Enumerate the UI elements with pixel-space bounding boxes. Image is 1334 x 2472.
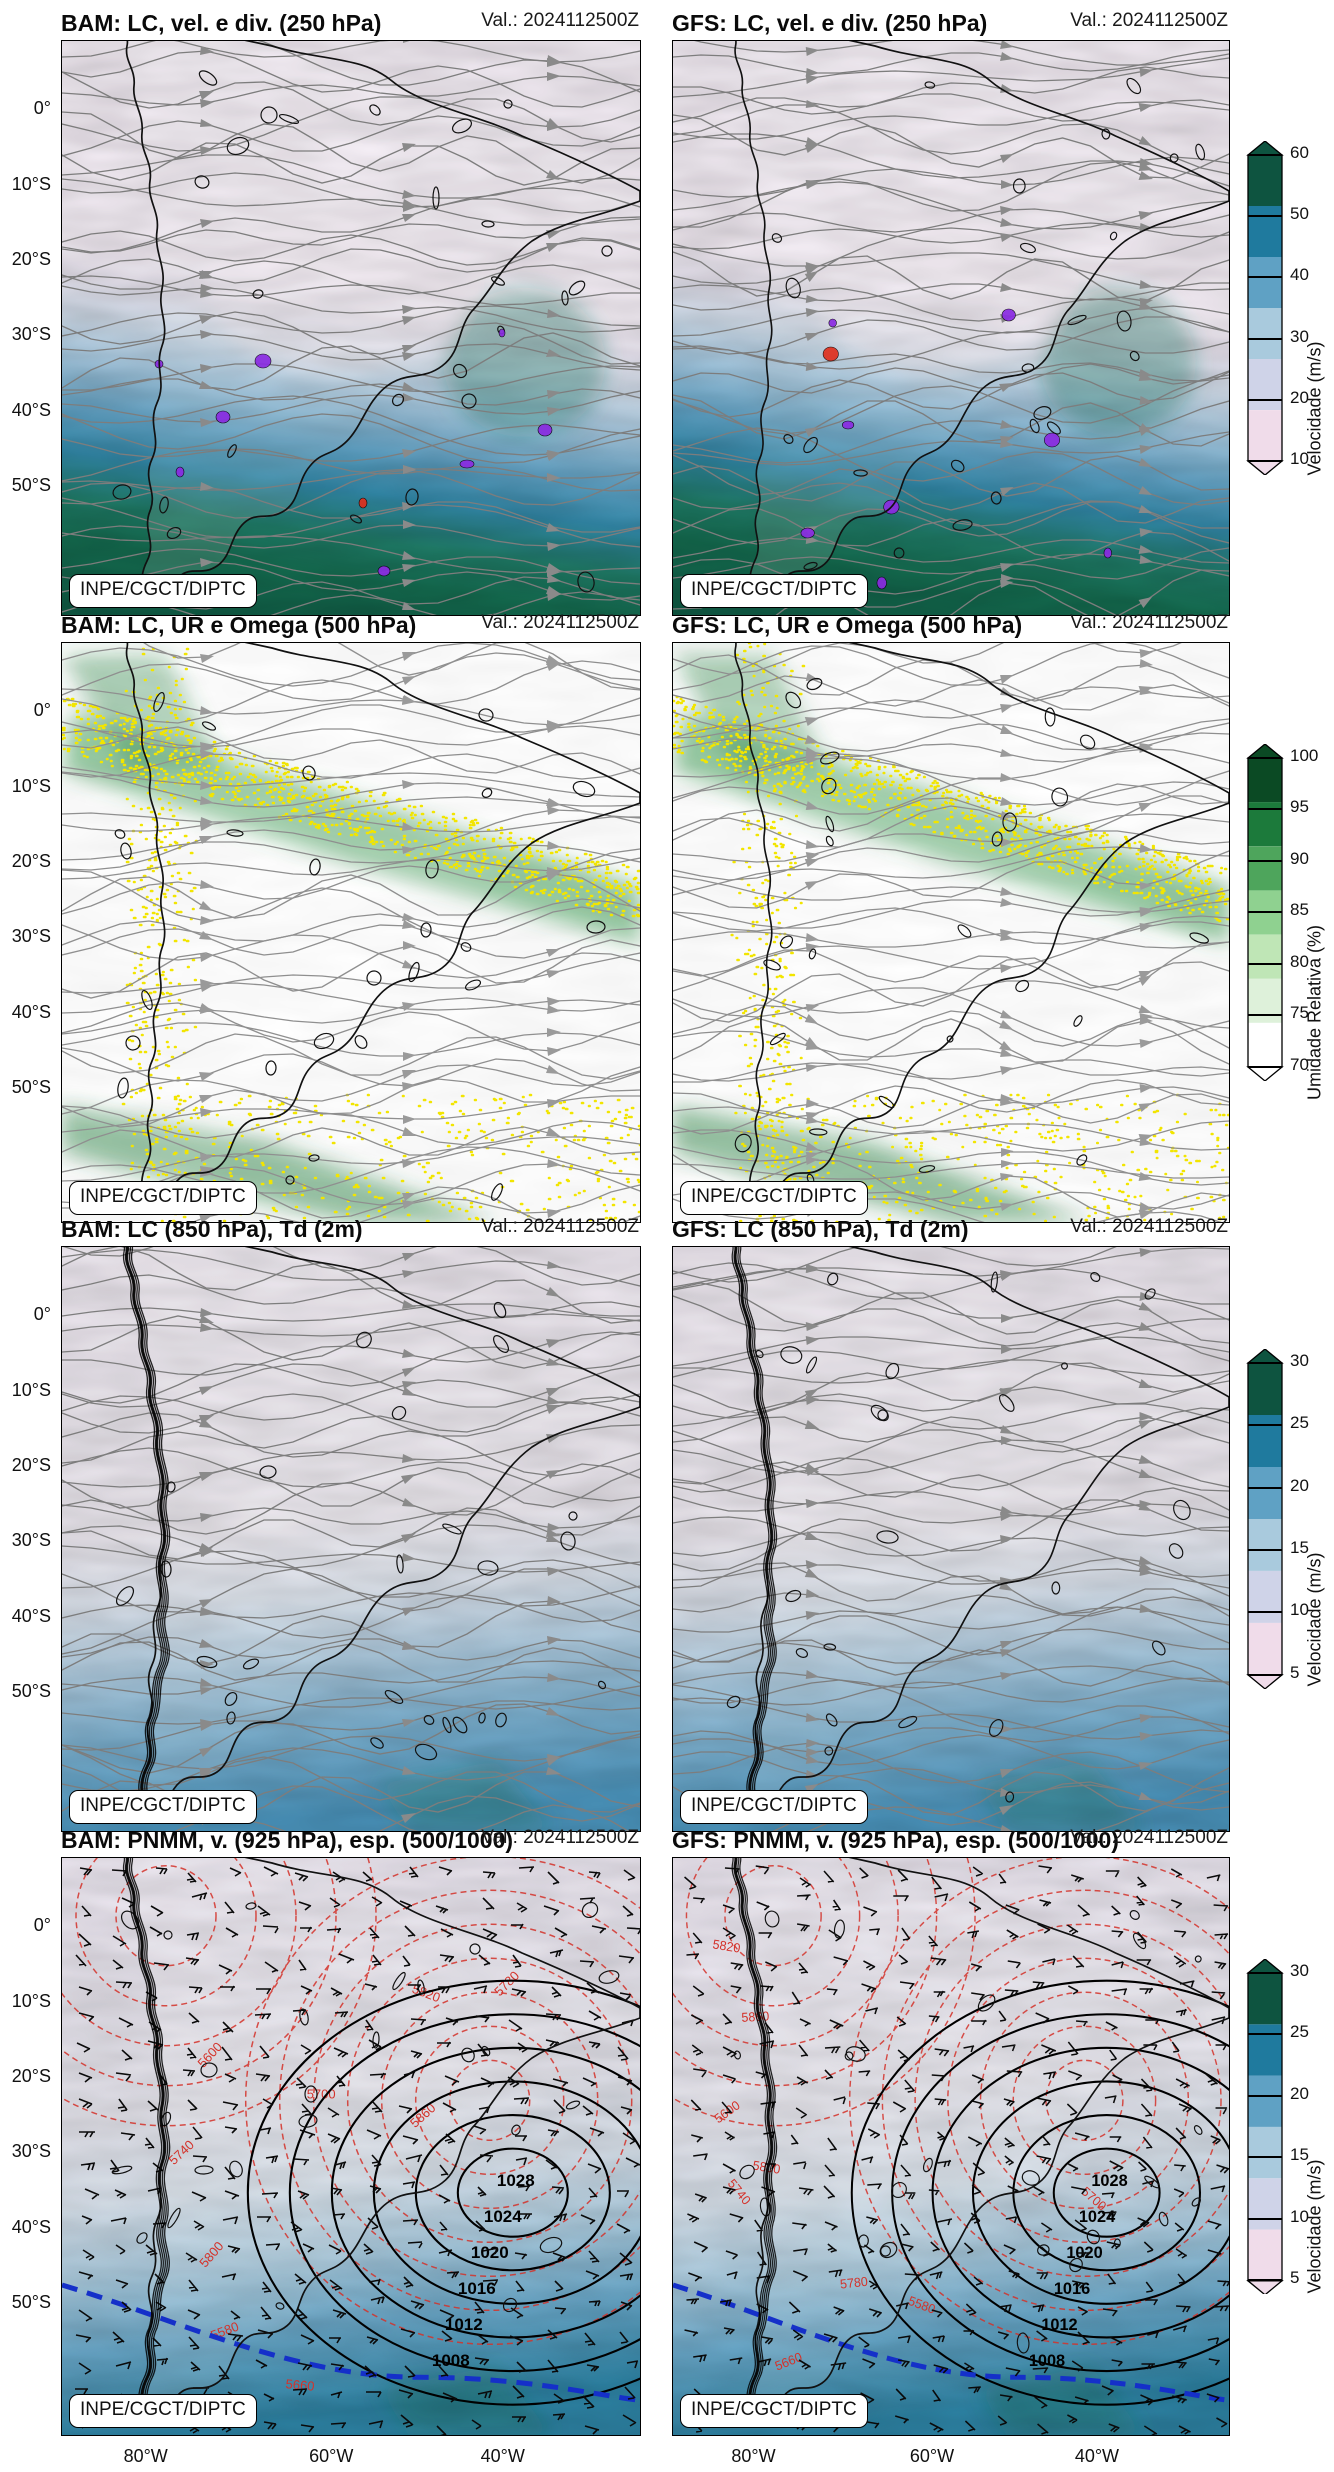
svg-text:1020: 1020 bbox=[1066, 2243, 1102, 2262]
svg-text:1008: 1008 bbox=[432, 2351, 470, 2370]
svg-text:1016: 1016 bbox=[1054, 2279, 1090, 2298]
svg-text:5780: 5780 bbox=[839, 2273, 868, 2291]
svg-text:1008: 1008 bbox=[1029, 2351, 1065, 2370]
svg-text:1016: 1016 bbox=[458, 2279, 496, 2298]
svg-text:1028: 1028 bbox=[1091, 2171, 1127, 2190]
svg-text:1024: 1024 bbox=[484, 2207, 522, 2226]
svg-text:5660: 5660 bbox=[285, 2376, 315, 2393]
svg-text:1012: 1012 bbox=[1041, 2315, 1077, 2334]
svg-text:1020: 1020 bbox=[471, 2243, 509, 2262]
